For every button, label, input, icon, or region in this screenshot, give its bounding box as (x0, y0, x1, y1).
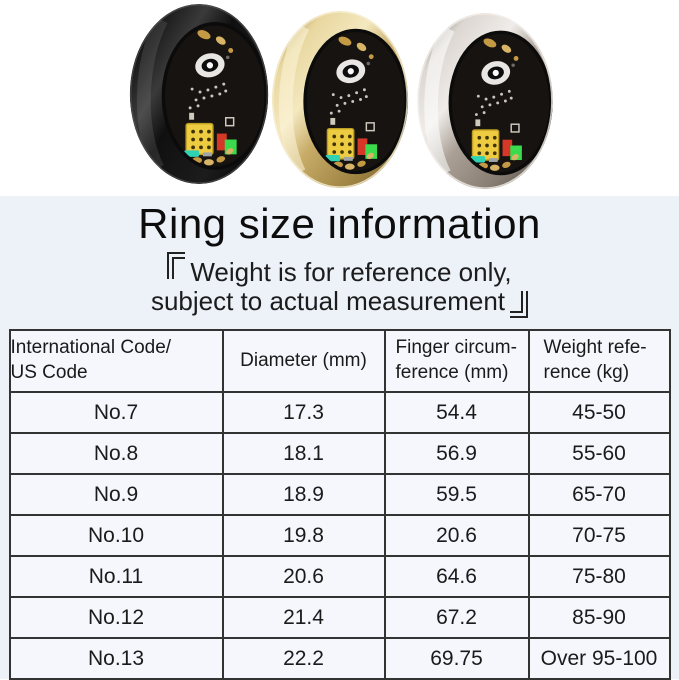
cell-code: No.11 (8, 555, 224, 599)
col-header-weight-reference: Weight refe- rence (kg) (527, 329, 671, 394)
weight-note-line1: Weight is for reference only, (0, 252, 679, 287)
smart-ring-black (129, 3, 269, 185)
table-row: No.8 18.1 56.9 55-60 (8, 432, 671, 476)
weight-note: Weight is for reference only, subject to… (0, 252, 679, 319)
open-bracket-icon (167, 252, 186, 280)
cell-code: No.8 (8, 432, 224, 476)
weight-note-line2: subject to actual measurement (0, 286, 679, 319)
smart-ring-gold (271, 10, 409, 188)
cell-weight: 85-90 (527, 596, 671, 640)
product-photo (0, 0, 679, 196)
close-bracket-icon (510, 291, 529, 319)
smart-ring-silver (417, 12, 553, 189)
cell-weight: Over 95-100 (527, 637, 671, 680)
table-row: No.13 22.2 69.75 Over 95-100 (8, 637, 671, 680)
cell-code: No.10 (8, 514, 224, 558)
cell-diameter: 22.2 (221, 637, 386, 680)
cell-code: No.12 (8, 596, 224, 640)
cell-code: No.9 (8, 473, 224, 517)
ring-size-table: International Code/ US Code Diameter (mm… (8, 329, 671, 680)
cell-code: No.13 (8, 637, 224, 680)
col-header-finger-circumference: Finger circum- ference (mm) (383, 329, 530, 394)
cell-diameter: 18.9 (221, 473, 386, 517)
col-header-international-code: International Code/ US Code (8, 329, 224, 394)
page-title: Ring size information (138, 200, 541, 247)
cell-code: No.7 (8, 391, 224, 435)
cell-weight: 65-70 (527, 473, 671, 517)
table-row: No.10 19.8 20.6 70-75 (8, 514, 671, 558)
cell-circumference: 64.6 (383, 555, 530, 599)
cell-circumference: 54.4 (383, 391, 530, 435)
weight-note-text2: subject to actual measurement (150, 286, 506, 317)
header-row: International Code/ US Code Diameter (mm… (8, 329, 671, 394)
table-row: No.7 17.3 54.4 45-50 (8, 391, 671, 435)
cell-weight: 45-50 (527, 391, 671, 435)
cell-weight: 75-80 (527, 555, 671, 599)
weight-note-text1: Weight is for reference only, (190, 257, 512, 288)
cell-weight: 70-75 (527, 514, 671, 558)
info-panel: Ring size information Weight is for refe… (0, 196, 679, 680)
table-row: No.12 21.4 67.2 85-90 (8, 596, 671, 640)
cell-circumference: 69.75 (383, 637, 530, 680)
table-row: No.9 18.9 59.5 65-70 (8, 473, 671, 517)
table-row: No.11 20.6 64.6 75-80 (8, 555, 671, 599)
col-header-diameter: Diameter (mm) (221, 329, 386, 394)
cell-diameter: 20.6 (221, 555, 386, 599)
cell-circumference: 56.9 (383, 432, 530, 476)
cell-diameter: 18.1 (221, 432, 386, 476)
cell-diameter: 19.8 (221, 514, 386, 558)
cell-diameter: 21.4 (221, 596, 386, 640)
cell-diameter: 17.3 (221, 391, 386, 435)
cell-weight: 55-60 (527, 432, 671, 476)
cell-circumference: 59.5 (383, 473, 530, 517)
cell-circumference: 20.6 (383, 514, 530, 558)
cell-circumference: 67.2 (383, 596, 530, 640)
